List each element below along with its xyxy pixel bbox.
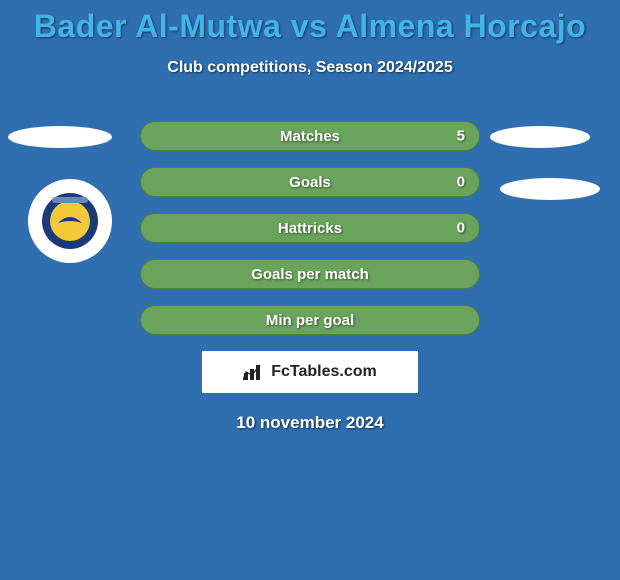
stat-label: Matches: [280, 128, 340, 145]
stat-label: Goals per match: [251, 266, 369, 283]
bar-chart-icon: [243, 363, 265, 381]
stat-row: Matches 5: [140, 121, 480, 151]
page-subtitle: Club competitions, Season 2024/2025: [0, 59, 620, 77]
stat-label: Goals: [289, 174, 331, 191]
brand-box[interactable]: FcTables.com: [202, 351, 418, 393]
footer-date: 10 november 2024: [0, 413, 620, 433]
player-right-placeholder-a: [490, 126, 590, 148]
stats-list: Matches 5 Goals 0 Hattricks 0 Goals per match M…: [140, 121, 480, 335]
stat-row: Goals 0: [140, 167, 480, 197]
page-title: Bader Al-Mutwa vs Almena Horcajo: [0, 0, 620, 45]
player-right-placeholder-b: [500, 178, 600, 200]
stat-row: Min per goal: [140, 305, 480, 335]
club-badge-inner: [40, 191, 100, 251]
stat-right-value: 5: [457, 128, 465, 145]
comparison-card: Bader Al-Mutwa vs Almena Horcajo Club co…: [0, 0, 620, 580]
stat-label: Hattricks: [278, 220, 342, 237]
club-crest-icon: [40, 191, 100, 251]
brand-text: FcTables.com: [271, 363, 377, 381]
club-badge: [28, 179, 112, 263]
stat-right-value: 0: [457, 174, 465, 191]
stat-label: Min per goal: [266, 312, 354, 329]
stat-right-value: 0: [457, 220, 465, 237]
stat-row: Goals per match: [140, 259, 480, 289]
player-left-placeholder: [8, 126, 112, 148]
stat-row: Hattricks 0: [140, 213, 480, 243]
